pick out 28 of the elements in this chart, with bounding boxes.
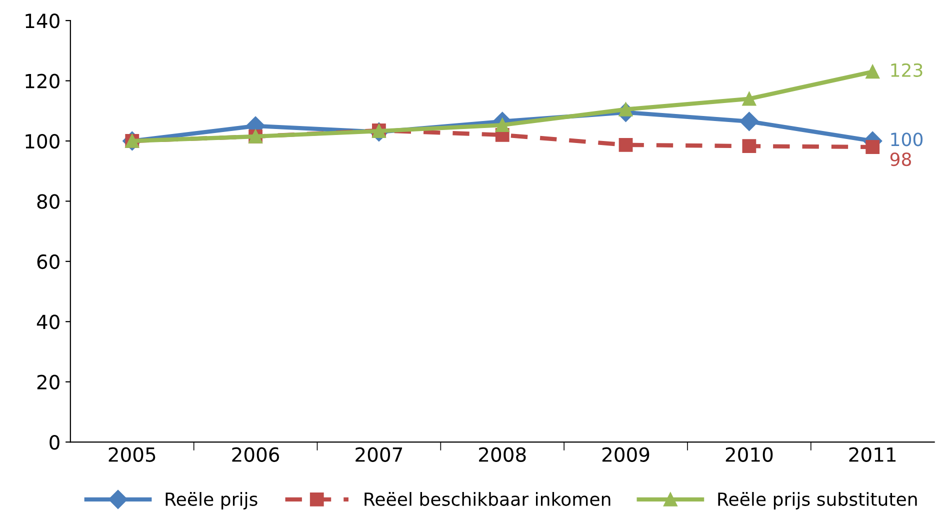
- y-tick-label: 100: [26, 134, 60, 149]
- point: [866, 140, 880, 154]
- legend-label: Reële prijs: [166, 492, 258, 510]
- y-tick-label: 20: [37, 374, 60, 390]
- data-label: 123: [891, 63, 922, 77]
- point: [866, 64, 880, 79]
- y-tick-label: 0: [50, 434, 60, 450]
- x-tick-label: 2008: [479, 447, 526, 462]
- y-tick-label: 60: [37, 254, 60, 270]
- legend-label: Reële prijs substituten: [718, 492, 917, 510]
- x-tick-label: 2007: [356, 447, 402, 462]
- point: [742, 92, 756, 106]
- y-tick-label: 80: [37, 194, 60, 209]
- y-tick-label: 140: [26, 14, 60, 28]
- x-tick-label: 2011: [849, 447, 896, 462]
- y-tick-label: 40: [36, 314, 60, 330]
- x-tick-label: 2010: [726, 447, 773, 462]
- point: [495, 118, 510, 132]
- point: [740, 112, 759, 131]
- data-label: 100: [891, 132, 923, 146]
- data-label: 98: [890, 152, 912, 166]
- x-tick-label: 2009: [602, 447, 650, 462]
- point: [618, 138, 633, 152]
- y-tick-label: 120: [26, 74, 60, 88]
- x-tick-label: 2005: [108, 447, 156, 462]
- point: [742, 139, 756, 154]
- legend-label: Reëel beschikbaar inkomen: [364, 492, 610, 506]
- x-tick-label: 2006: [232, 447, 280, 462]
